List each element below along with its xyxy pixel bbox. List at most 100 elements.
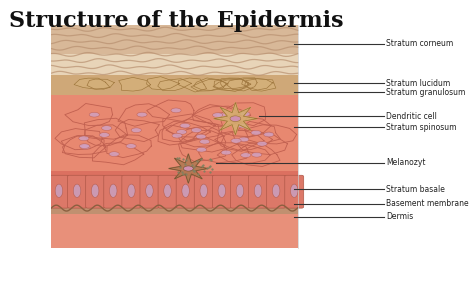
Text: Stratum basale: Stratum basale [386,184,445,194]
Ellipse shape [177,130,187,134]
Ellipse shape [180,123,190,128]
Text: Basement membrane: Basement membrane [386,199,469,208]
Ellipse shape [257,141,267,146]
Polygon shape [192,104,240,126]
Polygon shape [179,138,227,161]
Text: Dermis: Dermis [386,213,414,221]
Ellipse shape [79,136,89,141]
FancyBboxPatch shape [140,175,159,208]
Polygon shape [74,78,110,89]
Polygon shape [227,78,257,91]
Ellipse shape [239,137,249,142]
Polygon shape [214,102,257,135]
Polygon shape [221,78,248,89]
FancyBboxPatch shape [248,175,267,208]
Polygon shape [245,79,276,91]
Ellipse shape [251,130,261,135]
Ellipse shape [80,145,90,149]
Polygon shape [178,126,224,147]
Polygon shape [158,79,191,91]
Polygon shape [65,104,112,126]
Polygon shape [178,78,207,92]
Ellipse shape [252,152,262,157]
Polygon shape [158,125,201,145]
FancyBboxPatch shape [86,175,105,208]
Ellipse shape [126,144,136,148]
Text: Melanozyt: Melanozyt [386,158,426,167]
Text: Structure of the Epidermis: Structure of the Epidermis [9,10,344,32]
Ellipse shape [212,113,223,118]
Polygon shape [55,128,102,150]
Ellipse shape [196,134,206,139]
Polygon shape [217,130,264,151]
Ellipse shape [240,112,250,116]
Ellipse shape [79,144,90,149]
Ellipse shape [200,139,210,144]
FancyBboxPatch shape [51,54,298,75]
Polygon shape [213,79,249,91]
Polygon shape [169,154,208,183]
Ellipse shape [171,108,181,113]
FancyBboxPatch shape [104,175,123,208]
Ellipse shape [164,184,171,197]
Ellipse shape [200,184,208,197]
Polygon shape [118,77,150,91]
Polygon shape [63,136,106,158]
Polygon shape [84,118,128,139]
Polygon shape [162,121,210,141]
FancyBboxPatch shape [51,171,298,207]
Ellipse shape [89,112,100,117]
Ellipse shape [230,116,241,121]
FancyBboxPatch shape [158,175,177,208]
Polygon shape [61,136,106,155]
Ellipse shape [146,184,153,197]
Polygon shape [220,103,265,126]
Polygon shape [87,79,114,89]
Ellipse shape [128,184,135,197]
Ellipse shape [216,113,226,118]
Polygon shape [163,114,215,137]
Ellipse shape [109,184,117,197]
FancyBboxPatch shape [51,207,298,214]
Polygon shape [199,143,249,163]
Ellipse shape [231,139,241,143]
Ellipse shape [99,133,109,137]
FancyBboxPatch shape [230,175,249,208]
Text: Stratum granulosum: Stratum granulosum [386,88,466,97]
Polygon shape [242,78,273,90]
Polygon shape [92,143,144,165]
Ellipse shape [101,126,112,131]
Ellipse shape [238,123,248,128]
Ellipse shape [241,153,251,157]
FancyBboxPatch shape [51,95,298,171]
Polygon shape [217,144,270,163]
Polygon shape [146,77,179,90]
Polygon shape [107,135,151,158]
Polygon shape [118,104,170,126]
Ellipse shape [172,133,182,138]
FancyBboxPatch shape [51,25,298,54]
Ellipse shape [221,150,231,155]
Ellipse shape [273,184,280,197]
Polygon shape [180,130,226,152]
Text: Stratum corneum: Stratum corneum [386,39,454,49]
FancyBboxPatch shape [122,175,141,208]
FancyBboxPatch shape [267,175,286,208]
Ellipse shape [183,166,193,171]
Text: Dendritic cell: Dendritic cell [386,112,437,121]
Polygon shape [214,79,251,91]
Text: Stratum spinosum: Stratum spinosum [386,123,457,132]
FancyBboxPatch shape [68,175,86,208]
Ellipse shape [137,112,147,117]
Polygon shape [115,119,159,141]
FancyBboxPatch shape [51,75,298,95]
Polygon shape [193,78,226,91]
Ellipse shape [55,184,63,197]
FancyBboxPatch shape [51,214,298,248]
Ellipse shape [264,132,274,137]
Polygon shape [221,114,271,136]
Polygon shape [166,119,219,142]
Ellipse shape [218,184,226,197]
Polygon shape [237,132,287,155]
Text: Stratum lucidum: Stratum lucidum [386,79,451,88]
